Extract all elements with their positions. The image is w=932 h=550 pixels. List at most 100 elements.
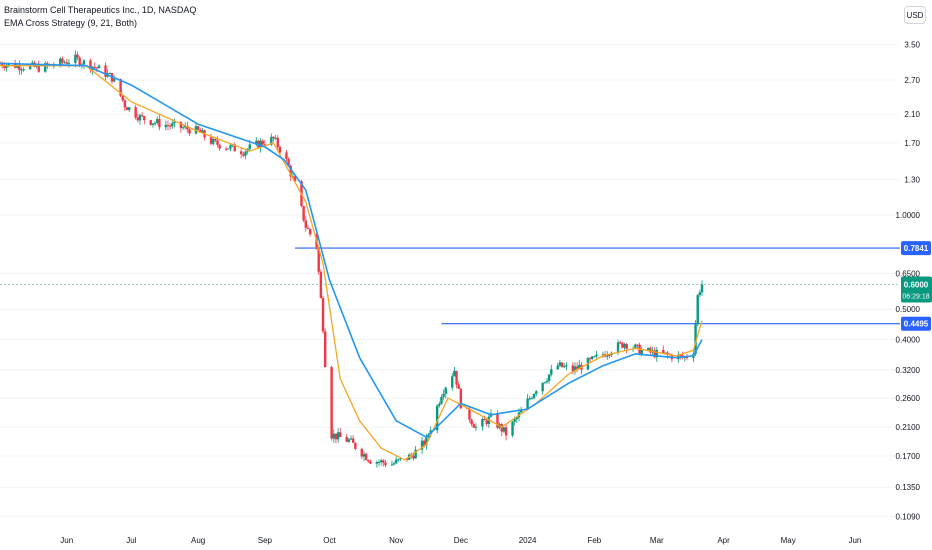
candle-body [259,140,262,148]
candle-body [575,366,579,369]
candle-body [530,398,534,400]
candle-body [653,350,656,358]
candle-body [696,295,699,325]
candle-body [601,354,605,356]
x-tick-label: Aug [191,536,205,545]
candle-body [306,227,310,230]
candle-body [438,403,441,406]
x-tick-label: Feb [587,536,601,545]
candle-body [18,64,21,71]
candle-body [255,140,258,145]
candle-body [196,126,200,130]
horizontal-line-label: 0.4495 [904,320,929,329]
candle-body [423,440,426,446]
candle-body [153,122,157,124]
candle-body [216,140,219,145]
candle-body [158,119,161,128]
last-price-label: 0.6000 [904,280,929,289]
candle-body [496,413,499,428]
horizontal-line-label-bg [901,241,931,256]
y-tick-label: 0.1350 [896,483,921,492]
candle-body [242,154,245,156]
symbol-title[interactable]: Brainstorm Cell Therapeutics Inc., 1D, N… [4,5,197,15]
x-tick-label: Mar [650,536,664,545]
candle-body [321,297,325,332]
candle-body [28,65,32,70]
candle-body [244,151,247,156]
candle-body [457,384,460,389]
candle-body [500,424,503,432]
candle-body [435,405,439,431]
candle-body [93,66,96,68]
candle-body [166,124,170,126]
candle-body [168,125,172,127]
horizontal-line-label-bg [901,316,931,331]
currency-button[interactable]: USD [904,6,926,24]
candle-body [134,107,137,118]
x-tick-label: Jun [60,536,73,545]
candle-body [74,54,77,63]
x-tick-label: Apr [717,536,730,545]
candle-body [511,421,514,436]
candle-body [649,348,652,353]
candle-body [59,58,62,66]
candle-body [382,460,385,463]
price-axis[interactable]: 3.50 2.70 2.10 1.70 1.30 1.0000 0.6500 0.5000 0.… [896,41,921,522]
candle-body [276,137,279,148]
candle-body [502,427,506,432]
candle-body [330,367,333,439]
candle-body [218,144,221,149]
candle-body [121,95,124,101]
candle-body [227,148,230,150]
candle-body [558,362,562,366]
candle-body [151,123,155,125]
candle-body [0,63,4,67]
y-tick-label: 2.70 [904,76,920,85]
ema-slow-line [0,62,703,439]
y-tick-label: 0.1090 [896,512,921,521]
x-tick-label: Jun [848,536,861,545]
y-tick-label: 0.2100 [896,423,921,432]
candle-body [412,455,415,459]
candle-body [199,129,202,133]
price-labels: 0.7841 0.4495 0.6000 06:29:18 [901,241,932,331]
candle-body [188,129,191,134]
candle-body [278,147,282,153]
candle-body [104,65,107,77]
candle-body [625,343,628,349]
candle-body [22,69,25,71]
candle-body [261,140,264,145]
candle-body [20,69,23,71]
candle-body [183,125,187,128]
candle-body [468,408,471,420]
candle-body [248,144,252,150]
candle-body [138,115,142,121]
candle-body [287,158,290,167]
candle-body [541,382,544,392]
candle-body [547,374,551,381]
candle-body [679,354,682,356]
y-tick-label: 3.50 [904,41,920,50]
candle-body [339,432,342,437]
indicator-title[interactable]: EMA Cross Strategy (9, 21, Both) [4,18,138,28]
candle-body [291,176,295,178]
candle-body [345,436,348,442]
candle-body [125,107,129,111]
candle-body [44,63,47,72]
candle-body [272,136,275,139]
x-tick-label: Nov [389,536,403,545]
candle-body [61,58,64,63]
candle-body [685,357,689,359]
candle-body [414,449,417,459]
time-axis[interactable]: Jun Jul Aug Sep Oct Nov Dec 2024 Feb Mar Apr May Jun [60,536,861,545]
candle-body [270,136,273,145]
horizontal-lines [0,247,900,325]
candle-body [532,393,536,399]
candle-body [367,460,370,462]
candle-body [179,121,183,128]
candle-body [171,123,174,127]
candle-body [214,139,217,141]
candle-body [528,398,531,400]
candle-body [89,60,92,71]
